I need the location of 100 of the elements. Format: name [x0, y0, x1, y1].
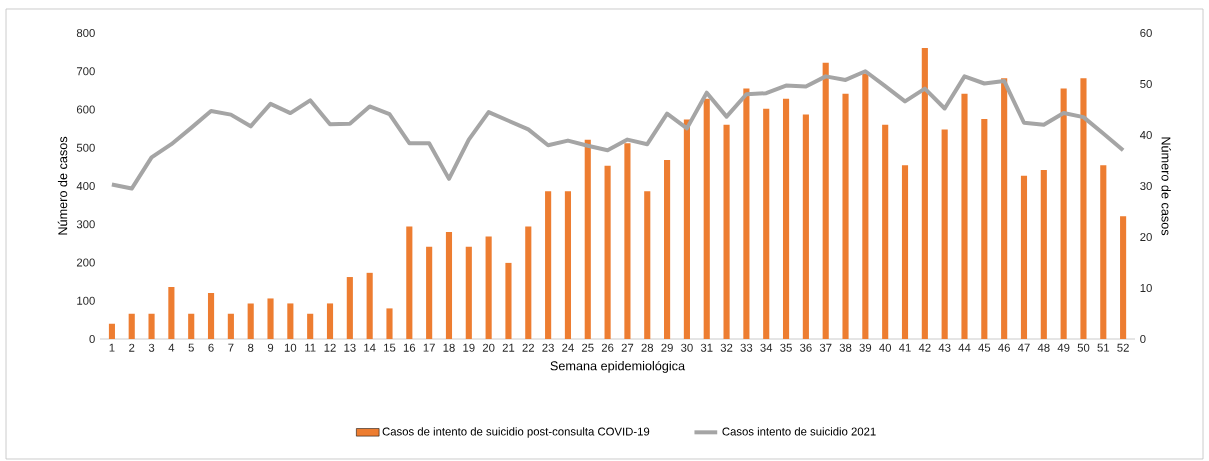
- bar: [882, 124, 889, 339]
- y-tick-label: 0: [89, 335, 95, 344]
- x-tick-label: 5: [188, 343, 194, 352]
- bar: [545, 191, 552, 339]
- x-tick-label: 19: [463, 343, 475, 352]
- line-series: [109, 69, 1126, 191]
- bar: [1020, 175, 1028, 339]
- x-tick-label: 2: [129, 343, 135, 352]
- x-tick-label: 25: [582, 343, 594, 352]
- x-tick-label: 20: [482, 343, 495, 352]
- x-tick-label: 39: [859, 343, 872, 352]
- x-tick-label: 34: [760, 343, 773, 352]
- x-tick-label: 51: [1097, 343, 1110, 352]
- x-tick-label: 18: [443, 343, 455, 352]
- x-tick-label: 23: [542, 343, 554, 352]
- bar: [485, 236, 492, 339]
- x-tick-label: 42: [918, 343, 931, 352]
- bar: [188, 313, 195, 339]
- bar: [763, 108, 770, 339]
- bar: [148, 313, 155, 339]
- bar: [505, 262, 512, 339]
- bar: [207, 293, 215, 339]
- bar: [366, 272, 373, 339]
- x-tick-label: 36: [800, 343, 812, 352]
- x-axis-title: Semana epidemiológica: [550, 360, 686, 373]
- y2-axis-title: Número de casos: [1161, 137, 1171, 236]
- bar: [961, 93, 968, 339]
- x-tick-label: 46: [998, 343, 1010, 352]
- bar: [445, 231, 453, 339]
- x-tick-label: 3: [148, 343, 155, 352]
- x-tick-label: 49: [1057, 343, 1070, 352]
- y-tick-label: 200: [76, 258, 95, 267]
- y-tick-label: 600: [76, 105, 95, 114]
- bar: [604, 165, 611, 339]
- y-tick-label: 500: [76, 143, 95, 152]
- y-tick-label: 300: [76, 220, 95, 229]
- y-tick-label: 800: [76, 29, 95, 38]
- x-tick-label: 27: [621, 343, 634, 352]
- bar: [1100, 165, 1107, 339]
- x-tick-label: 22: [522, 343, 535, 352]
- x-tick-label: 14: [364, 343, 376, 352]
- bar: [822, 62, 829, 339]
- legend-label: Casos intento de suicidio 2021: [722, 427, 876, 436]
- bar: [346, 277, 353, 339]
- bar: [584, 139, 591, 339]
- y-tick-label: 400: [76, 182, 95, 191]
- bar: [862, 73, 869, 339]
- x-tick-label: 24: [562, 343, 574, 352]
- y2-tick-label: 40: [1139, 131, 1152, 140]
- x-tick-label: 15: [384, 343, 396, 352]
- bar: [703, 98, 710, 339]
- bar: [406, 226, 413, 339]
- x-tick-label: 47: [1017, 343, 1030, 352]
- y-tick-label: 700: [76, 67, 95, 76]
- x-tick-label: 41: [898, 343, 911, 352]
- x-tick-label: 29: [661, 343, 673, 352]
- y2-tick-label: 20: [1140, 233, 1152, 242]
- y2-tick-label: 0: [1140, 335, 1146, 344]
- bar: [227, 313, 234, 339]
- x-tick-label: 37: [819, 343, 832, 352]
- x-tick-label: 43: [938, 343, 951, 352]
- bar: [267, 298, 274, 339]
- bar: [743, 88, 750, 339]
- bar: [247, 303, 254, 339]
- bar: [921, 47, 928, 339]
- bar: [465, 246, 472, 339]
- x-tick-label: 1: [109, 343, 115, 352]
- x-tick-label: 28: [641, 343, 654, 352]
- bar: [842, 93, 849, 339]
- bar: [723, 124, 730, 339]
- x-tick-label: 16: [403, 343, 416, 352]
- bar: [901, 165, 909, 339]
- bar: [664, 160, 671, 339]
- x-tick-label: 32: [720, 343, 733, 352]
- bar: [564, 191, 572, 339]
- x-tick-label: 26: [601, 343, 614, 352]
- bar: [782, 98, 790, 339]
- x-tick-label: 48: [1037, 343, 1050, 352]
- y2-tick-label: 30: [1140, 182, 1152, 191]
- x-tick-label: 45: [978, 343, 991, 352]
- x-tick-label: 7: [228, 343, 234, 352]
- bar: [683, 119, 690, 339]
- y-tick-label: 100: [77, 296, 95, 305]
- bar: [326, 303, 334, 339]
- x-tick-label: 31: [700, 343, 713, 352]
- x-tick-label: 44: [958, 343, 971, 352]
- x-tick-label: 21: [502, 343, 515, 352]
- y2-tick-label: 50: [1140, 80, 1152, 89]
- bar: [802, 114, 809, 339]
- x-tick-label: 9: [267, 343, 274, 352]
- bar: [981, 119, 988, 339]
- bar: [1120, 216, 1127, 339]
- x-tick-label: 38: [839, 343, 852, 352]
- x-tick-label: 52: [1117, 343, 1129, 352]
- bar: [168, 286, 175, 339]
- x-tick-label: 40: [879, 343, 892, 352]
- bar: [1060, 88, 1067, 339]
- bar: [1080, 78, 1087, 339]
- x-tick-label: 11: [305, 343, 316, 352]
- y-axis-title: Número de casos: [57, 136, 68, 235]
